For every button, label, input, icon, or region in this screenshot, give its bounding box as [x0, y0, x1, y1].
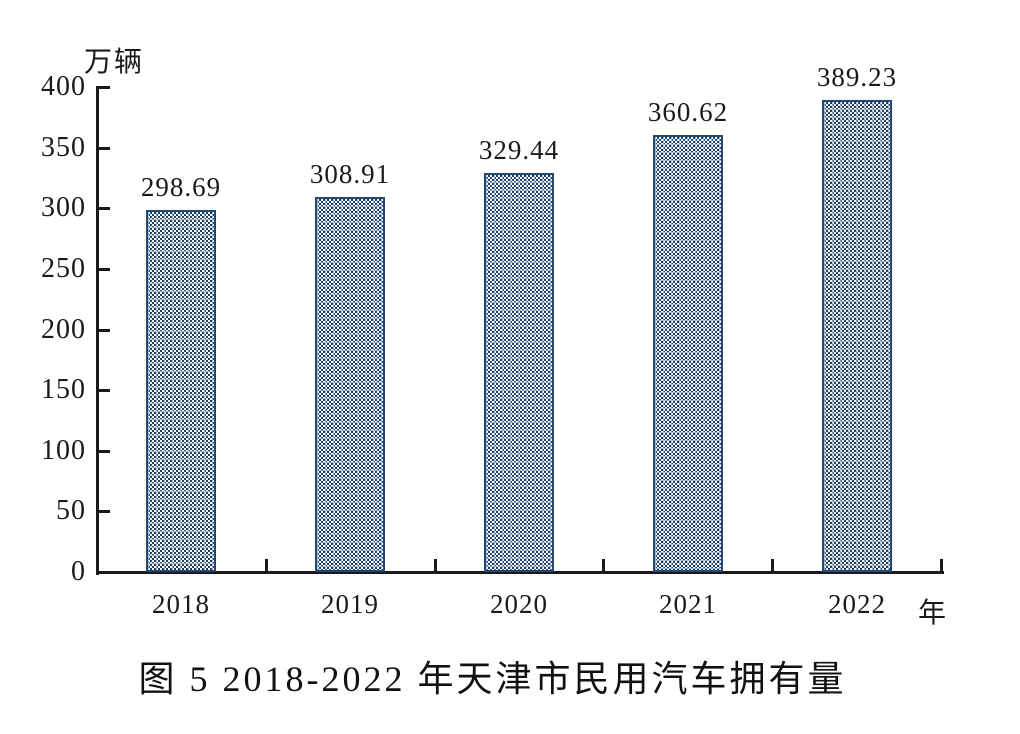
x-axis-tick	[265, 559, 268, 571]
y-axis-tick	[99, 571, 110, 574]
bar-2022	[822, 100, 892, 572]
y-axis-unit-label: 万辆	[84, 47, 145, 78]
bar-2018	[146, 210, 216, 572]
y-axis-tick-label: 100	[41, 435, 86, 466]
y-axis-tick-label: 0	[71, 556, 86, 587]
bar-2019	[315, 197, 385, 572]
y-axis-tick	[99, 268, 110, 271]
x-axis-category-label: 2019	[321, 589, 379, 619]
bar-value-label: 389.23	[816, 62, 898, 92]
y-axis-tick	[99, 329, 110, 332]
y-axis-tick-label: 50	[56, 495, 86, 526]
bar-value-label: 308.91	[309, 159, 391, 189]
y-axis-tick	[99, 450, 110, 453]
x-axis-unit-label: 年	[918, 598, 949, 629]
y-axis-line	[96, 86, 99, 575]
x-axis-tick	[771, 559, 774, 571]
y-axis-tick	[99, 86, 110, 89]
x-axis-category-label: 2022	[828, 589, 886, 619]
x-axis-tick	[940, 559, 943, 571]
x-axis-category-label: 2018	[152, 589, 210, 619]
x-axis-line	[96, 571, 944, 574]
x-axis-category-label: 2021	[659, 589, 717, 619]
bar-value-label: 360.62	[647, 97, 729, 127]
x-axis-tick	[602, 559, 605, 571]
y-axis-tick	[99, 207, 110, 210]
y-axis-tick-label: 250	[41, 253, 86, 284]
x-axis-category-label: 2020	[490, 589, 548, 619]
y-axis-tick-label: 400	[41, 71, 86, 102]
y-axis-tick-label: 300	[41, 192, 86, 223]
bar-value-label: 298.69	[140, 172, 222, 202]
y-axis-tick	[99, 147, 110, 150]
y-axis-tick-label: 150	[41, 374, 86, 405]
chart-title: 图 5 2018-2022 年天津市民用汽车拥有量	[138, 659, 847, 699]
bar-value-label: 329.44	[478, 135, 560, 165]
x-axis-tick	[434, 559, 437, 571]
bar-2021	[653, 135, 723, 572]
y-axis-tick-label: 350	[41, 132, 86, 163]
y-axis-tick-label: 200	[41, 314, 86, 345]
y-axis-tick	[99, 389, 110, 392]
y-axis-tick	[99, 510, 110, 513]
bar-2020	[484, 173, 554, 572]
